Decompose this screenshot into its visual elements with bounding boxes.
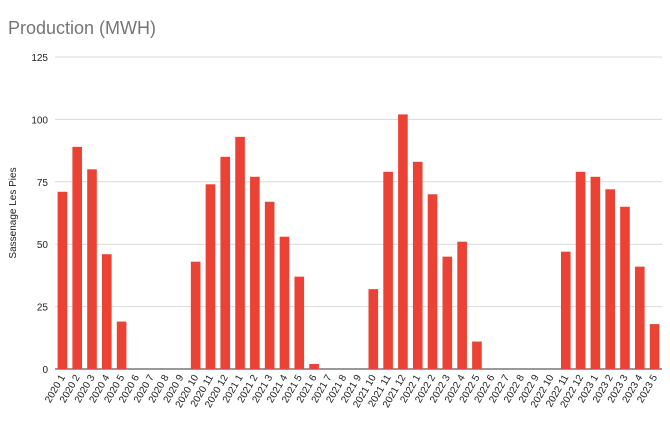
bar xyxy=(368,289,379,369)
bar xyxy=(190,261,201,369)
bar xyxy=(235,136,245,369)
bar xyxy=(649,324,660,369)
y-tick-label: 50 xyxy=(37,240,49,251)
bar xyxy=(309,364,319,369)
y-tick-label: 75 xyxy=(37,178,49,189)
y-tick-label: 25 xyxy=(37,303,49,314)
bar xyxy=(72,146,83,369)
grid-lines xyxy=(55,56,662,370)
bar xyxy=(205,184,216,369)
bar xyxy=(457,241,467,369)
bar xyxy=(250,176,260,369)
bar xyxy=(264,201,275,369)
bar xyxy=(57,191,68,369)
bar xyxy=(634,266,645,369)
bar xyxy=(116,321,127,369)
bar xyxy=(560,251,571,369)
bar xyxy=(575,171,586,369)
y-tick-label: 100 xyxy=(31,115,48,126)
bar xyxy=(605,189,615,369)
bar xyxy=(442,256,453,369)
y-tick-labels: 0 25 50 75 100 125 xyxy=(31,53,48,376)
y-tick-label: 0 xyxy=(42,365,48,376)
bar xyxy=(590,176,601,369)
bar xyxy=(412,161,423,369)
bars xyxy=(57,114,660,370)
bar xyxy=(620,206,630,369)
chart-title: Production (MWH) xyxy=(8,18,157,38)
y-tick-label: 125 xyxy=(31,53,48,64)
bar xyxy=(398,114,408,370)
bar xyxy=(102,254,112,369)
bar xyxy=(220,156,231,369)
bar xyxy=(87,169,97,369)
bar xyxy=(427,194,438,369)
bar xyxy=(294,276,305,369)
bar xyxy=(383,171,393,369)
bar xyxy=(279,236,290,369)
y-axis-label: Sassenage Les Pies xyxy=(8,167,19,258)
bar xyxy=(472,341,482,369)
